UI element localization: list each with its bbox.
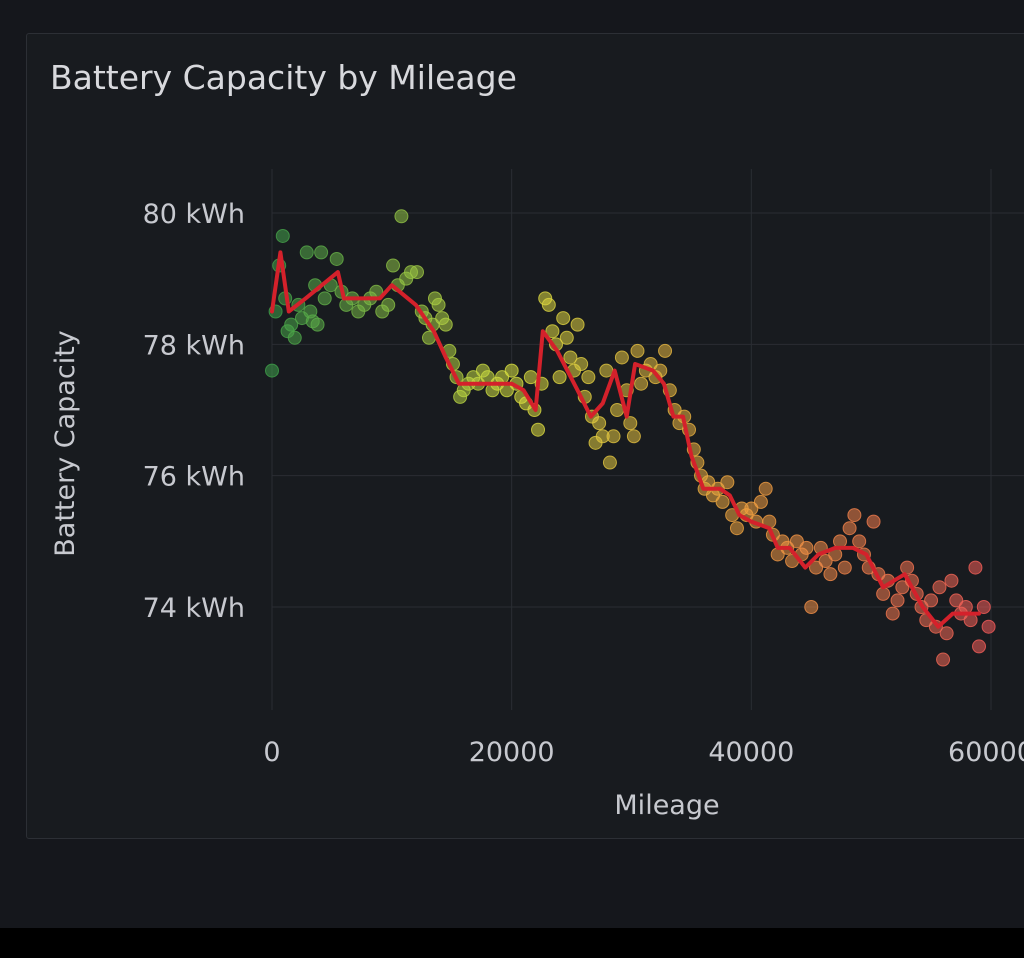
data-point: [438, 317, 453, 332]
data-point: [972, 639, 987, 654]
data-point: [900, 560, 915, 575]
scatter-chart: 74 kWh 76 kWh 78 kWh 80 kWh 0 20000 40000 60000…: [50, 169, 1024, 821]
axes: 74 kWh 76 kWh 78 kWh 80 kWh 0 20000 40000 60000…: [50, 199, 1024, 821]
data-point: [833, 534, 848, 549]
data-point: [958, 600, 973, 614]
data-point: [552, 370, 567, 385]
data-point: [976, 600, 991, 614]
data-point: [626, 429, 641, 444]
data-point: [895, 580, 910, 595]
data-point: [265, 363, 279, 378]
data-point: [789, 534, 804, 549]
data-point: [866, 514, 881, 529]
data-point: [310, 317, 325, 332]
data-point: [574, 357, 589, 372]
data-point: [581, 370, 596, 385]
data-point: [885, 606, 900, 621]
x-axis-title: Mileage: [614, 790, 719, 821]
data-point: [531, 422, 546, 437]
data-point: [606, 429, 621, 444]
data-point: [431, 297, 446, 312]
data-point: [610, 403, 625, 417]
data-point: [932, 580, 947, 595]
data-point: [809, 560, 824, 575]
chart-panel: Battery Capacity by Mileage 74 kWh 76 kWh…: [26, 33, 1024, 839]
data-point: [981, 619, 996, 634]
panel-title: Battery Capacity by Mileage: [50, 58, 517, 97]
y-tick-label: 78 kWh: [143, 330, 245, 361]
data-point: [729, 521, 744, 536]
data-point: [720, 475, 735, 490]
data-point: [804, 600, 819, 614]
data-point: [744, 501, 759, 516]
data-point: [818, 554, 833, 569]
y-tick-label: 76 kWh: [143, 462, 245, 493]
data-point: [386, 258, 401, 273]
grid: [271, 169, 1024, 710]
trend-line-layer: [270, 250, 981, 629]
x-tick-label: 0: [263, 737, 280, 768]
data-point: [630, 343, 645, 358]
data-point: [753, 494, 768, 509]
data-point: [317, 291, 332, 306]
data-point: [299, 245, 314, 260]
data-point: [623, 416, 638, 431]
x-tick-label: 40000: [708, 737, 794, 768]
y-tick-label: 74 kWh: [143, 593, 245, 624]
data-point: [592, 416, 607, 431]
data-point: [275, 228, 290, 243]
data-point: [329, 251, 344, 266]
data-point: [847, 508, 862, 523]
scatter-points: [265, 209, 996, 667]
data-point: [570, 317, 585, 332]
data-point: [924, 593, 939, 608]
x-tick-label: 20000: [469, 737, 555, 768]
data-point: [968, 560, 983, 575]
x-tick-label: 60000: [948, 737, 1024, 768]
data-point: [842, 521, 857, 536]
data-point: [559, 330, 574, 345]
data-point: [284, 317, 299, 332]
data-point: [614, 350, 629, 365]
y-axis-title: Battery Capacity: [50, 330, 81, 557]
data-point: [799, 540, 814, 555]
bottom-bar: [0, 928, 1024, 958]
data-point: [545, 324, 560, 339]
data-point: [563, 350, 578, 365]
data-point: [936, 652, 951, 667]
data-point: [758, 481, 773, 496]
data-point: [658, 343, 673, 358]
data-point: [715, 494, 730, 509]
data-point: [949, 593, 964, 608]
data-point: [602, 455, 617, 470]
data-point: [556, 311, 571, 326]
data-point: [852, 534, 867, 549]
data-point: [890, 593, 905, 608]
data-point: [823, 567, 838, 582]
y-tick-label: 80 kWh: [143, 199, 245, 230]
data-point: [939, 626, 954, 641]
trend-line: [270, 250, 981, 629]
data-point: [287, 330, 302, 345]
data-point: [837, 560, 852, 575]
data-point: [599, 363, 614, 378]
data-point: [634, 376, 649, 391]
data-point: [381, 297, 396, 312]
data-point: [314, 245, 329, 260]
data-point: [409, 265, 424, 280]
data-point: [504, 363, 519, 378]
data-point: [876, 586, 891, 601]
data-point: [394, 209, 409, 224]
data-point: [944, 573, 959, 588]
data-point: [541, 297, 556, 312]
